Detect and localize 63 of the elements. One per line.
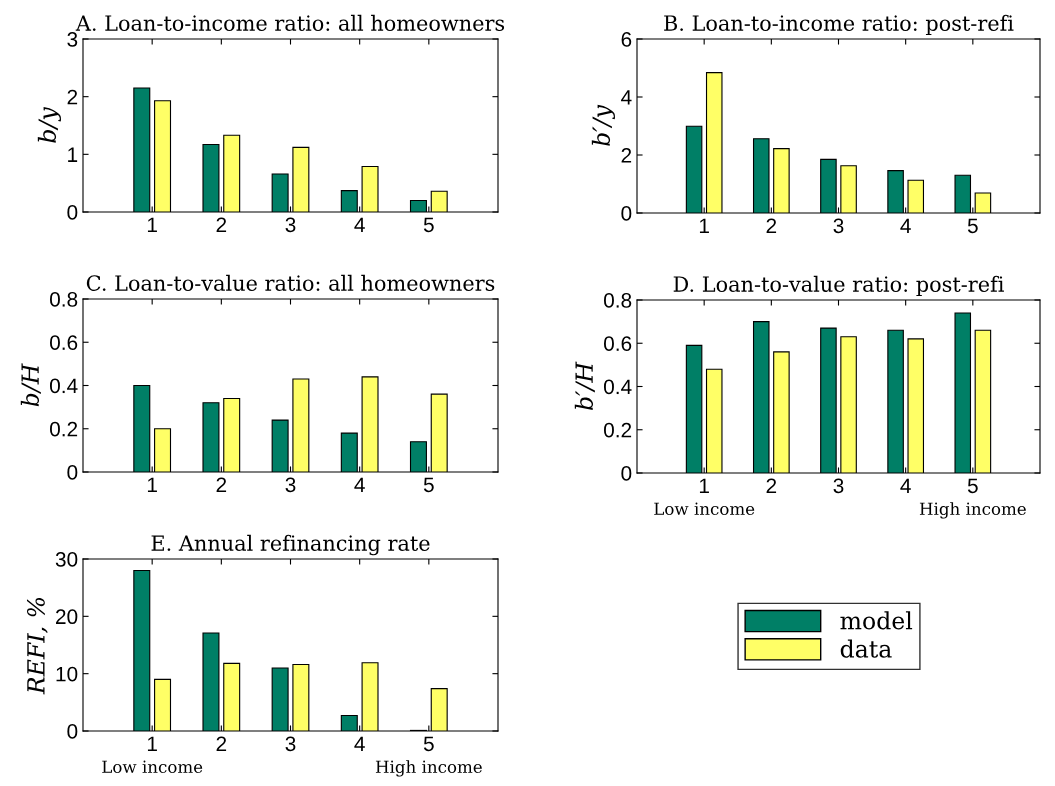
y-tick-label: 0.6 xyxy=(49,335,78,350)
x-tick-label: 4 xyxy=(354,736,365,751)
text: Low income xyxy=(654,502,755,516)
x-tick-label: 3 xyxy=(285,217,296,233)
x-tick-label: 3 xyxy=(833,478,844,494)
x-tick-label: 5 xyxy=(967,478,978,494)
y-tick-label: 20 xyxy=(56,609,78,625)
chart-title: E. Annual refinancing rate xyxy=(151,534,430,556)
y-tick-label: 0.8 xyxy=(603,293,632,308)
x-tick-label: 1 xyxy=(147,477,157,492)
y-tick-label: 2 xyxy=(67,89,78,105)
y-axis-title: b′/H xyxy=(574,361,595,410)
y-tick-label: 4 xyxy=(621,90,632,105)
x-tick-label: 3 xyxy=(833,218,844,234)
x-tick-label: 5 xyxy=(423,477,434,493)
y-tick-label: 6 xyxy=(621,32,632,47)
x-tick-label: 1 xyxy=(147,217,157,232)
x-tick-label: 3 xyxy=(285,736,296,752)
chart-title: D. Loan-to-value ratio: post-refi xyxy=(673,275,1004,296)
x-tick-label: 2 xyxy=(216,477,227,492)
x-tick-label: 2 xyxy=(216,217,227,232)
x-tick-label: 2 xyxy=(766,218,777,233)
y-tick-label: 0 xyxy=(621,206,632,221)
x-tick-label: 3 xyxy=(285,477,296,493)
y-tick-label: 0.4 xyxy=(49,378,78,394)
x-tick-label: 4 xyxy=(900,478,911,493)
y-tick-label: 0.4 xyxy=(603,379,632,395)
x-tick-label: 4 xyxy=(900,218,911,233)
legend-label: data xyxy=(840,639,892,658)
x-tick-label: 1 xyxy=(699,478,709,493)
y-axis-title: b/y xyxy=(37,107,61,143)
y-tick-label: 2 xyxy=(621,148,632,163)
x-tick-label: 1 xyxy=(147,736,157,751)
chart-title: C. Loan-to-value ratio: all homeowners xyxy=(86,274,495,291)
y-tick-label: 0 xyxy=(67,724,78,739)
y-tick-label: 0.6 xyxy=(603,336,632,351)
text: Low income xyxy=(102,760,203,774)
legend-label: model xyxy=(840,611,913,630)
x-tick-label: 1 xyxy=(699,218,709,233)
x-tick-label: 5 xyxy=(423,217,434,233)
y-axis-title: REFI, % xyxy=(26,597,48,695)
y-tick-label: 0.2 xyxy=(49,421,78,437)
y-tick-label: 0 xyxy=(67,465,78,480)
y-tick-label: 30 xyxy=(55,552,78,567)
y-tick-label: 1 xyxy=(68,147,78,162)
chart-title: A. Loan-to-income ratio: all homeowners xyxy=(75,14,505,31)
y-tick-label: 0.8 xyxy=(49,292,78,307)
text: High income xyxy=(375,760,482,777)
y-tick-label: 0 xyxy=(67,205,78,220)
x-tick-label: 2 xyxy=(766,478,777,493)
x-tick-label: 5 xyxy=(967,218,978,234)
text: High income xyxy=(919,502,1026,519)
y-tick-label: 0 xyxy=(621,466,632,481)
x-tick-label: 4 xyxy=(354,217,365,232)
x-tick-label: 4 xyxy=(354,477,365,492)
y-tick-label: 3 xyxy=(67,32,78,47)
chart-title: B. Loan-to-income ratio: post-refi xyxy=(664,14,1014,35)
x-tick-label: 5 xyxy=(423,736,434,752)
y-axis-title: b′/y xyxy=(591,104,615,146)
x-tick-label: 2 xyxy=(216,736,227,751)
y-tick-label: 0.2 xyxy=(603,422,632,438)
y-axis-title: b/H xyxy=(20,363,41,407)
y-tick-label: 10 xyxy=(56,666,78,682)
